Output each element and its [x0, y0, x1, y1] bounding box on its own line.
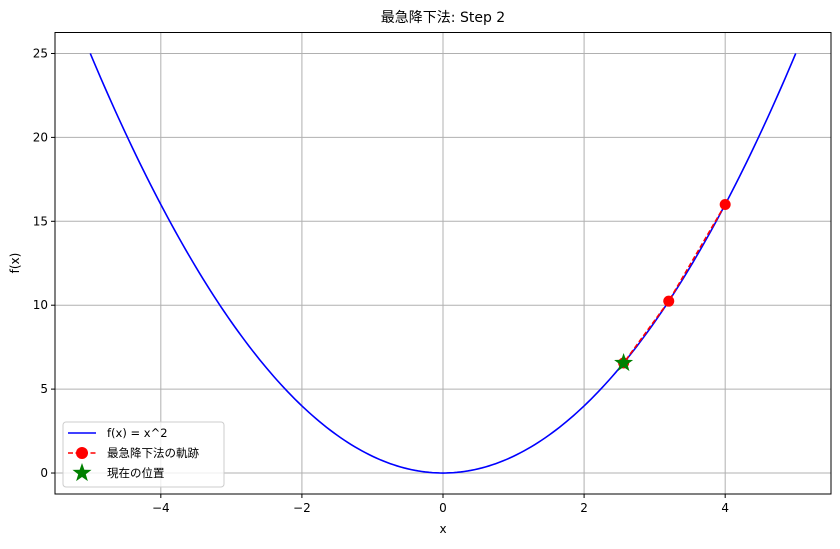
current-position-star [614, 353, 634, 372]
trajectory-line [622, 204, 726, 364]
trajectory-point [663, 295, 675, 307]
legend-label-current: 現在の位置 [107, 466, 165, 480]
y-tick-label: 0 [40, 466, 48, 480]
y-axis-label: f(x) [8, 253, 22, 274]
y-tick-label: 15 [33, 214, 48, 228]
y-tick-label: 25 [33, 46, 48, 60]
y-tick-label: 5 [40, 382, 48, 396]
x-tick-label: 4 [721, 501, 729, 515]
x-tick-label: 0 [439, 501, 447, 515]
x-tick-label: −2 [293, 501, 311, 515]
y-tick-label: 10 [33, 298, 48, 312]
legend-marker-path [76, 447, 88, 459]
x-tick-label: 2 [580, 501, 588, 515]
y-tick-label: 20 [33, 130, 48, 144]
x-tick-label: −4 [152, 501, 170, 515]
series-layer [89, 53, 797, 474]
x-axis-label: x [439, 522, 446, 536]
legend-box [62, 421, 225, 488]
chart-title: 最急降下法: Step 2 [381, 10, 505, 26]
legend-label-path: 最急降下法の軌跡 [107, 446, 199, 460]
legend-star-icon [72, 463, 92, 482]
legend: f(x) = x^2 最急降下法の軌跡 現在の位置 [62, 421, 225, 488]
ticks: −4 −2 0 2 4 0 5 10 15 20 25 [33, 46, 729, 515]
trajectory-point [719, 199, 731, 211]
legend-label-curve: f(x) = x^2 [107, 426, 168, 440]
